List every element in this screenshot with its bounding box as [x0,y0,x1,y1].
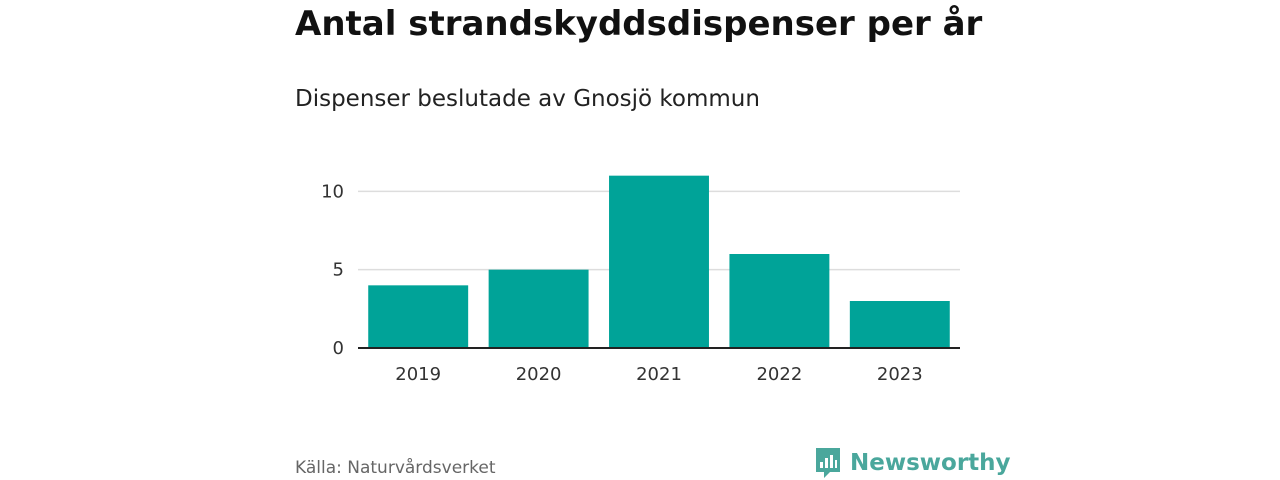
source-note: Källa: Naturvårdsverket [295,458,496,478]
newsworthy-logo-icon [816,448,840,478]
bar-2023 [849,301,950,348]
bar-chart: 0 5 10 2019 2020 2021 2022 2023 [321,175,960,385]
x-tick-label: 2020 [516,364,562,385]
x-tick-label: 2019 [395,364,441,385]
bar-2021 [609,175,709,348]
bars [368,175,950,348]
chart-title: Antal strandskyddsdispenser per år [295,4,983,44]
bar-2022 [729,254,830,348]
chart-subtitle: Dispenser beslutade av Gnosjö kommun [295,86,760,112]
y-tick-label: 0 [333,338,344,359]
x-tick-label: 2023 [877,364,923,385]
x-tick-label: 2022 [756,364,802,385]
y-axis-ticks: 0 5 10 [321,181,344,359]
x-axis-ticks: 2019 2020 2021 2022 2023 [395,364,922,385]
y-tick-label: 10 [321,181,344,202]
bar-2019 [368,285,469,348]
x-tick-label: 2021 [636,364,682,385]
brand-name: Newsworthy [850,450,1011,476]
brand-logo[interactable]: Newsworthy [814,446,1011,480]
bar-2020 [488,269,589,348]
y-tick-label: 5 [333,260,344,281]
